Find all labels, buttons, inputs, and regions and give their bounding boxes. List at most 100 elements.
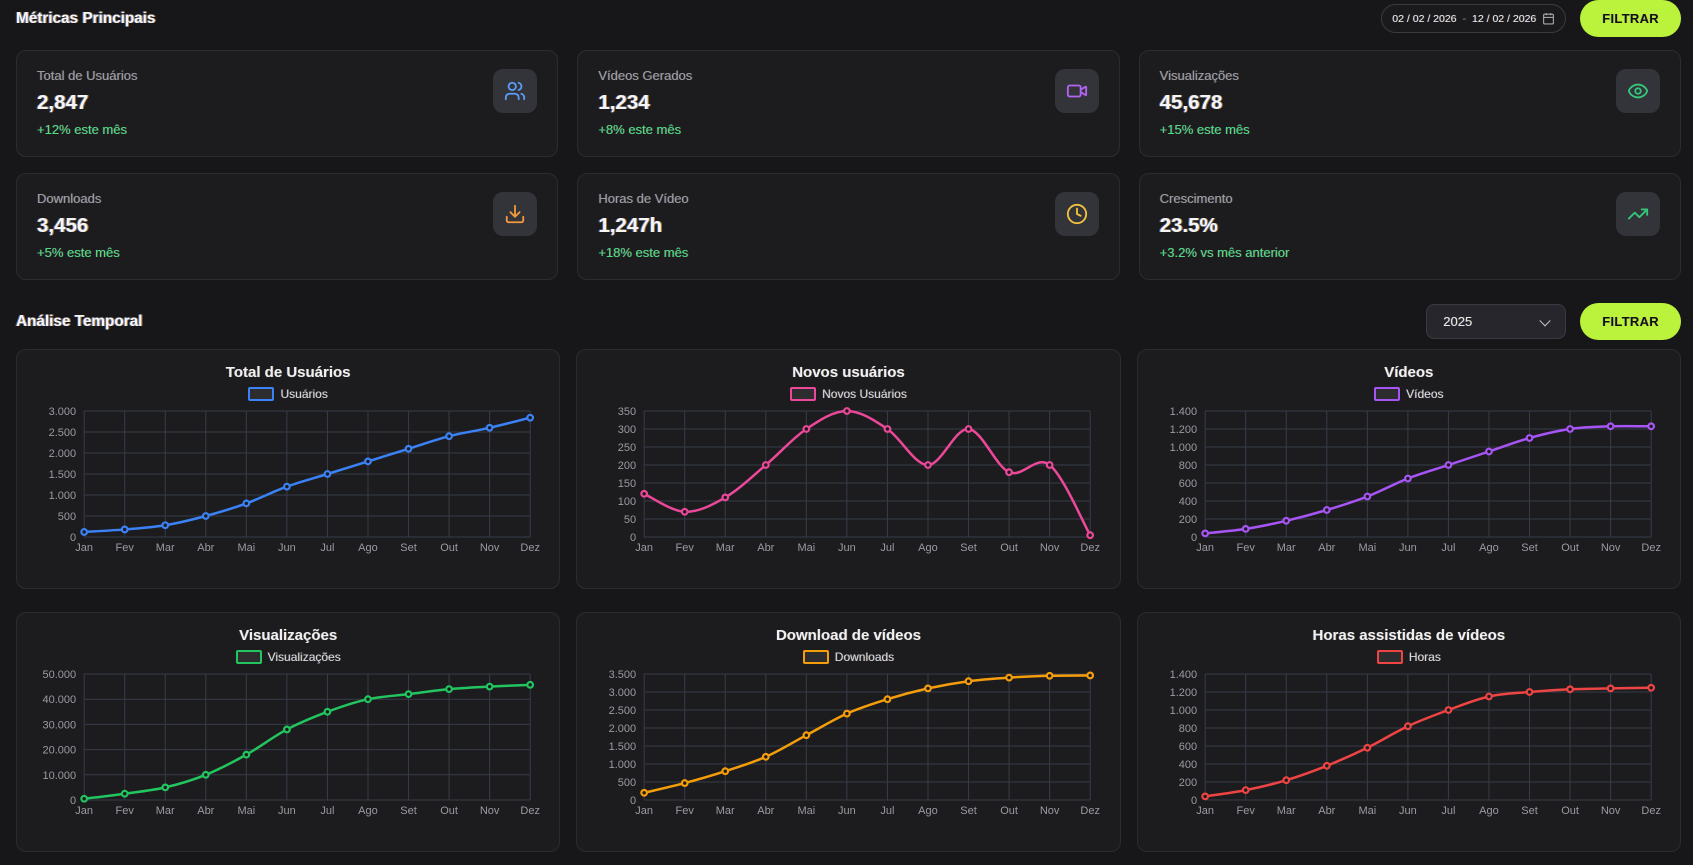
svg-text:Set: Set [1521,805,1538,817]
svg-text:50.000: 50.000 [43,669,77,681]
svg-text:Jun: Jun [278,805,296,817]
svg-text:150: 150 [618,478,636,490]
svg-text:Mar: Mar [1276,542,1295,554]
svg-text:1.000: 1.000 [609,759,637,771]
svg-text:Mai: Mai [237,805,255,817]
svg-text:Jan: Jan [75,805,93,817]
svg-text:Mai: Mai [1358,542,1376,554]
svg-text:Jul: Jul [881,542,895,554]
svg-text:1.500: 1.500 [609,741,637,753]
svg-text:Fev: Fev [676,805,695,817]
svg-text:Mai: Mai [1358,805,1376,817]
svg-text:800: 800 [1178,723,1196,735]
svg-text:Fev: Fev [1236,542,1255,554]
svg-text:Abr: Abr [1318,542,1335,554]
svg-text:Jun: Jun [838,805,856,817]
svg-text:10.000: 10.000 [43,770,77,782]
svg-text:Mar: Mar [1276,805,1295,817]
svg-text:Ago: Ago [1479,542,1499,554]
svg-text:350: 350 [618,406,636,418]
svg-text:Mai: Mai [798,542,816,554]
svg-text:Nov: Nov [1040,542,1060,554]
svg-text:Mai: Mai [237,542,255,554]
svg-text:Mar: Mar [156,805,175,817]
svg-text:Abr: Abr [758,805,775,817]
svg-text:1.400: 1.400 [1169,406,1197,418]
svg-text:Jul: Jul [320,542,334,554]
svg-text:1.200: 1.200 [1169,687,1197,699]
svg-text:Jun: Jun [278,542,296,554]
svg-text:200: 200 [1178,777,1196,789]
svg-text:Nov: Nov [480,542,500,554]
svg-text:Jan: Jan [1196,542,1214,554]
svg-text:Jul: Jul [1441,805,1455,817]
svg-text:1.000: 1.000 [49,490,77,502]
svg-text:Ago: Ago [919,542,939,554]
svg-text:Out: Out [440,542,458,554]
svg-text:1.200: 1.200 [1169,424,1197,436]
svg-text:Dez: Dez [1081,805,1101,817]
svg-text:Mar: Mar [716,542,735,554]
svg-text:Out: Out [440,805,458,817]
svg-text:Jan: Jan [1196,805,1214,817]
svg-text:Mai: Mai [798,805,816,817]
svg-text:600: 600 [1178,478,1196,490]
svg-text:Nov: Nov [1040,805,1060,817]
svg-text:Mar: Mar [156,542,175,554]
svg-text:Set: Set [961,542,978,554]
svg-text:Dez: Dez [1641,542,1661,554]
svg-text:Jun: Jun [1399,805,1417,817]
svg-text:500: 500 [58,511,76,523]
svg-text:Jan: Jan [636,805,654,817]
svg-text:200: 200 [1178,514,1196,526]
svg-text:400: 400 [1178,496,1196,508]
svg-text:Jul: Jul [881,805,895,817]
svg-text:Jul: Jul [1441,542,1455,554]
svg-text:Abr: Abr [197,805,214,817]
svg-text:Ago: Ago [919,805,939,817]
svg-text:1.000: 1.000 [1169,705,1197,717]
svg-text:Set: Set [961,805,978,817]
svg-text:2.500: 2.500 [609,705,637,717]
svg-text:Dez: Dez [520,805,540,817]
svg-text:Ago: Ago [1479,805,1499,817]
svg-text:250: 250 [618,442,636,454]
svg-text:800: 800 [1178,460,1196,472]
svg-text:2.000: 2.000 [609,723,637,735]
svg-text:Jun: Jun [1399,542,1417,554]
svg-text:Fev: Fev [1236,805,1255,817]
svg-text:500: 500 [618,777,636,789]
svg-text:Nov: Nov [1600,805,1620,817]
svg-text:3.500: 3.500 [609,669,637,681]
svg-text:Dez: Dez [520,542,540,554]
svg-text:30.000: 30.000 [43,719,77,731]
svg-text:Nov: Nov [1600,542,1620,554]
svg-text:Jan: Jan [75,542,93,554]
svg-text:Fev: Fev [116,542,135,554]
svg-text:300: 300 [618,424,636,436]
svg-text:Fev: Fev [676,542,695,554]
svg-text:Set: Set [400,542,417,554]
svg-text:1.400: 1.400 [1169,669,1197,681]
svg-text:Nov: Nov [480,805,500,817]
svg-text:Set: Set [1521,542,1538,554]
svg-text:100: 100 [618,496,636,508]
svg-text:1.500: 1.500 [49,469,77,481]
svg-text:Set: Set [400,805,417,817]
svg-text:Out: Out [1001,805,1019,817]
svg-text:Ago: Ago [358,542,378,554]
svg-text:40.000: 40.000 [43,694,77,706]
svg-text:1.000: 1.000 [1169,442,1197,454]
svg-text:Jan: Jan [636,542,654,554]
svg-text:2.000: 2.000 [49,448,77,460]
svg-text:Jul: Jul [320,805,334,817]
svg-text:Dez: Dez [1081,542,1101,554]
svg-text:Abr: Abr [197,542,214,554]
svg-text:2.500: 2.500 [49,427,77,439]
svg-text:Out: Out [1561,542,1579,554]
svg-text:Abr: Abr [1318,805,1335,817]
svg-text:Dez: Dez [1641,805,1661,817]
svg-text:Mar: Mar [716,805,735,817]
svg-text:50: 50 [624,514,636,526]
svg-text:200: 200 [618,460,636,472]
